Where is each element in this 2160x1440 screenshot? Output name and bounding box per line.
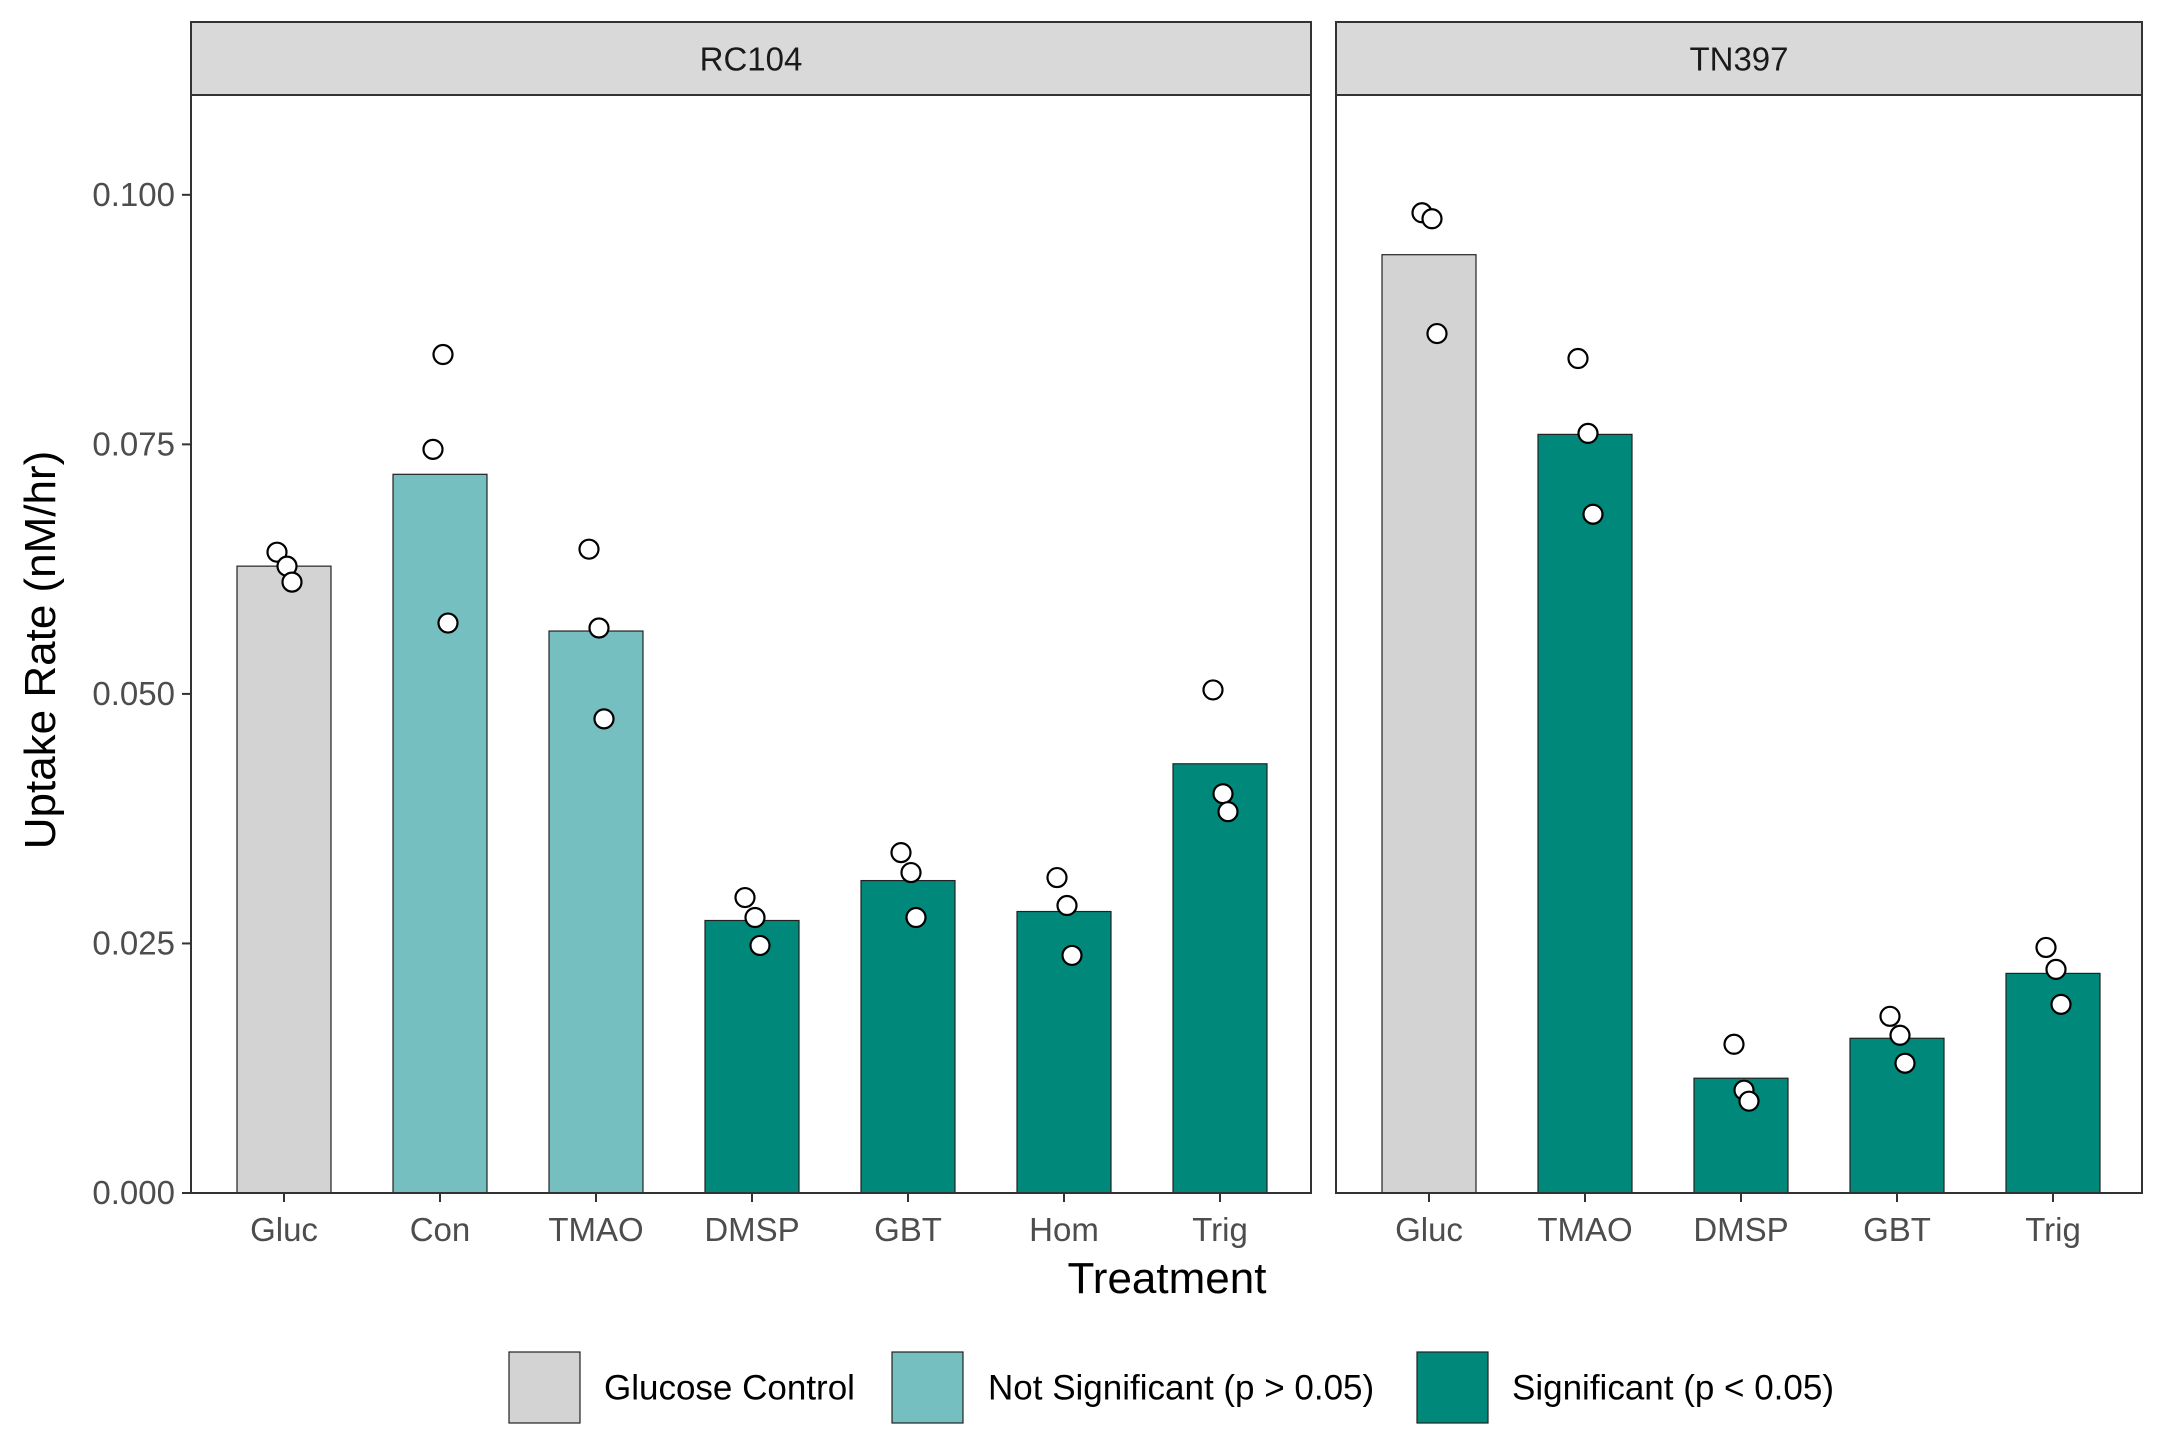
x-tick-label-rc104-gluc: Gluc bbox=[250, 1211, 318, 1248]
legend-label-significant-p-0-05: Significant (p < 0.05) bbox=[1512, 1369, 1834, 1408]
point-tn397-trig-3 bbox=[2050, 993, 2072, 1015]
point-tn397-tmao-2 bbox=[1577, 422, 1599, 444]
y-axis: 0.000 0.025 0.050 0.075 0.100 bbox=[92, 176, 191, 1211]
bar-rc104-trig bbox=[1172, 763, 1268, 1194]
strip-background-rc104 bbox=[190, 21, 1312, 96]
point-tn397-gbt-2 bbox=[1889, 1024, 1911, 1046]
point-rc104-dmsp-3 bbox=[749, 934, 771, 957]
point-rc104-gbt-2 bbox=[900, 861, 922, 884]
point-rc104-tmao-1 bbox=[578, 538, 600, 560]
point-tn397-dmsp-3 bbox=[1738, 1090, 1760, 1112]
x-tick-label-rc104-dmsp: DMSP bbox=[704, 1211, 799, 1248]
point-rc104-trig-3 bbox=[1217, 801, 1239, 823]
bar-rc104-dmsp bbox=[704, 919, 800, 1194]
x-tick-label-rc104-hom: Hom bbox=[1029, 1211, 1099, 1248]
bar-tn397-tmao bbox=[1537, 433, 1633, 1194]
bar-rc104-gbt bbox=[860, 879, 956, 1194]
legend: Glucose Control Not Significant (p > 0.05… bbox=[508, 1351, 1834, 1424]
x-tick-label-rc104-tmao: TMAO bbox=[548, 1211, 643, 1248]
panel-rc104: RC104 Gluc Con TMAO DMSP GBT Hom Trig bbox=[190, 21, 1312, 1248]
x-tick-label-rc104-gbt: GBT bbox=[874, 1211, 942, 1248]
point-rc104-dmsp-2 bbox=[744, 906, 766, 929]
point-rc104-hom-1 bbox=[1046, 866, 1068, 889]
point-rc104-con-3 bbox=[437, 612, 459, 634]
x-tick-label-rc104-con: Con bbox=[410, 1211, 471, 1248]
point-rc104-con-2 bbox=[432, 343, 454, 366]
y-tick-label-3: 0.075 bbox=[92, 425, 175, 462]
point-tn397-trig-2 bbox=[2045, 958, 2067, 981]
point-rc104-hom-3 bbox=[1061, 944, 1083, 967]
x-tick-label-tn397-trig: Trig bbox=[2025, 1211, 2081, 1248]
legend-label-not-significant-p-0-05: Not Significant (p > 0.05) bbox=[988, 1369, 1374, 1408]
point-tn397-dmsp-1 bbox=[1723, 1033, 1745, 1055]
strip-label-tn397: TN397 bbox=[1689, 41, 1788, 78]
x-tick-label-tn397-dmsp: DMSP bbox=[1693, 1211, 1788, 1248]
x-tick-label-tn397-gluc: Gluc bbox=[1395, 1211, 1463, 1248]
panel-border-tn397 bbox=[1335, 94, 2143, 1194]
x-tick-label-tn397-tmao: TMAO bbox=[1537, 1211, 1632, 1248]
legend-key-significant-p-0-05 bbox=[1416, 1351, 1489, 1424]
legend-key-glucose-control bbox=[508, 1351, 581, 1424]
point-rc104-gbt-3 bbox=[905, 906, 927, 929]
bar-tn397-gluc bbox=[1381, 254, 1477, 1194]
bar-rc104-gluc bbox=[236, 565, 332, 1194]
point-rc104-hom-2 bbox=[1056, 894, 1078, 917]
y-tick-label-0: 0.000 bbox=[92, 1174, 175, 1211]
x-tick-label-tn397-gbt: GBT bbox=[1863, 1211, 1931, 1248]
point-rc104-tmao-2 bbox=[588, 617, 610, 639]
point-tn397-gluc-2 bbox=[1421, 208, 1443, 230]
bar-rc104-con bbox=[392, 473, 488, 1194]
point-rc104-gbt-1 bbox=[890, 842, 912, 864]
x-axis-title: Treatment bbox=[1068, 1254, 1267, 1303]
point-rc104-gluc-1 bbox=[266, 541, 288, 563]
point-rc104-gluc-3 bbox=[281, 571, 303, 593]
y-axis-title: Uptake Rate (nM/hr) bbox=[16, 451, 65, 850]
x-tick-label-rc104-trig: Trig bbox=[1192, 1211, 1248, 1248]
point-tn397-trig-1 bbox=[2035, 936, 2057, 959]
y-tick-label-1: 0.025 bbox=[92, 924, 175, 961]
point-rc104-trig-2 bbox=[1212, 783, 1234, 805]
point-tn397-tmao-1 bbox=[1567, 347, 1589, 370]
point-tn397-gluc-3 bbox=[1426, 322, 1448, 345]
panel-tn397: TN397 Gluc TMAO DMSP GBT Trig bbox=[1335, 21, 2143, 1248]
point-tn397-gbt-1 bbox=[1879, 1005, 1901, 1027]
strip-background-tn397 bbox=[1335, 21, 2143, 96]
point-rc104-con-1 bbox=[422, 438, 444, 460]
point-tn397-gbt-3 bbox=[1894, 1052, 1916, 1074]
legend-label-glucose-control: Glucose Control bbox=[604, 1369, 855, 1408]
y-tick-label-2: 0.050 bbox=[92, 675, 175, 712]
legend-key-not-significant-p-0-05 bbox=[891, 1351, 964, 1424]
y-tick-label-4: 0.100 bbox=[92, 176, 175, 213]
point-rc104-dmsp-1 bbox=[734, 886, 756, 909]
point-rc104-tmao-3 bbox=[593, 708, 615, 730]
point-tn397-tmao-3 bbox=[1582, 503, 1604, 525]
strip-label-rc104: RC104 bbox=[700, 41, 803, 78]
point-rc104-trig-1 bbox=[1202, 679, 1224, 701]
